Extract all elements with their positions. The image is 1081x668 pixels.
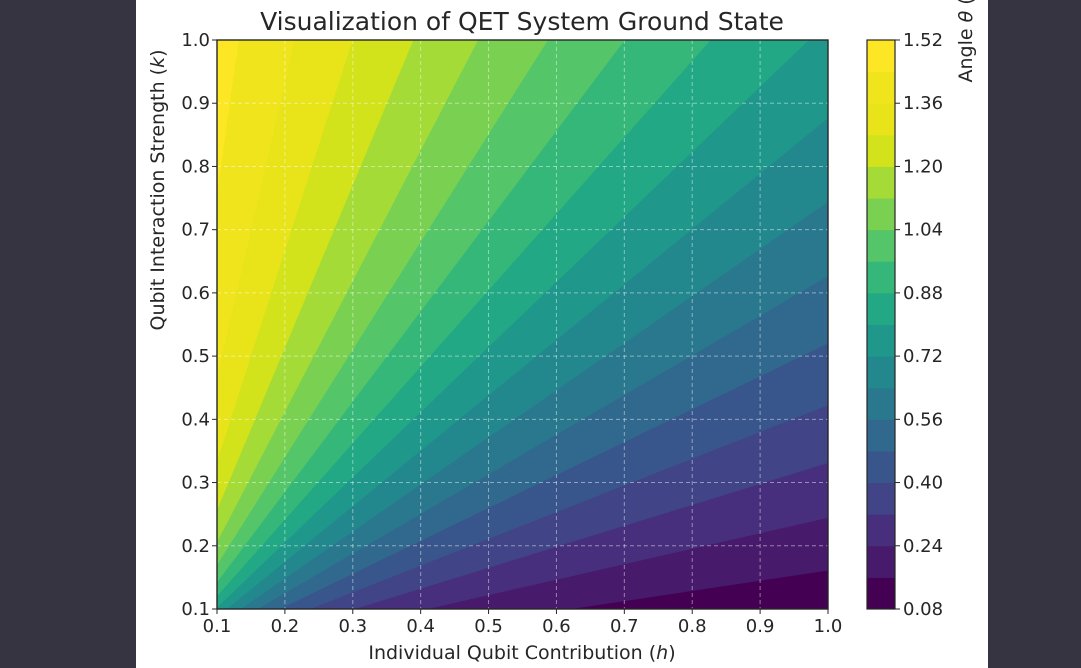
x-axis-label-close: ) bbox=[668, 642, 675, 664]
colorbar-label-text: Angle bbox=[955, 22, 977, 82]
y-axis-ticks: 0.1 0.2 0.3 0.4 0.5 0.6 0.7 0.8 0.9 1.0 bbox=[181, 30, 217, 620]
colorbar-tick-label: 0.88 bbox=[903, 283, 943, 304]
plot-frame bbox=[216, 39, 829, 610]
x-tick-label: 0.5 bbox=[474, 616, 503, 637]
colorbar-tick-label: 0.24 bbox=[903, 536, 943, 557]
x-tick-label: 1.0 bbox=[814, 616, 843, 637]
colorbar-segment bbox=[867, 71, 895, 104]
x-axis-label-var: h bbox=[656, 642, 668, 664]
colorbar-ticks: 0.08 0.24 0.40 0.56 0.72 0.88 1.04 1.20 1.36 1.52 bbox=[895, 30, 943, 620]
x-tick-label: 0.6 bbox=[542, 616, 571, 637]
y-axis-label: Qubit Interaction Strength (k) bbox=[147, 49, 169, 330]
x-axis-label-text: Individual Qubit Contribution ( bbox=[368, 642, 656, 664]
colorbar bbox=[867, 40, 895, 610]
x-tick-label: 0.1 bbox=[203, 616, 232, 637]
x-axis-label: Individual Qubit Contribution (h) bbox=[368, 642, 675, 664]
y-tick-label: 0.3 bbox=[181, 473, 210, 494]
y-axis-label-close: ) bbox=[147, 49, 169, 56]
x-axis-ticks: 0.1 0.2 0.3 0.4 0.5 0.6 0.7 0.8 0.9 1.0 bbox=[203, 609, 843, 637]
figure-panel: Visualization of QET System Ground State… bbox=[136, 0, 988, 668]
colorbar-segment bbox=[867, 229, 895, 262]
chart-title: Visualization of QET System Ground State bbox=[260, 7, 784, 36]
y-tick-label: 0.5 bbox=[181, 346, 210, 367]
x-tick-label: 0.3 bbox=[338, 616, 367, 637]
colorbar-segment bbox=[867, 40, 895, 73]
colorbar-segment bbox=[867, 356, 895, 389]
y-tick-label: 0.4 bbox=[181, 409, 210, 430]
colorbar-label: Angle θ (radians) bbox=[955, 0, 977, 82]
colorbar-segment bbox=[867, 198, 895, 231]
colorbar-segment bbox=[867, 450, 895, 484]
colorbar-tick-label: 1.20 bbox=[903, 156, 943, 177]
colorbar-segment bbox=[867, 134, 895, 167]
colorbar-segment bbox=[867, 514, 895, 547]
colorbar-segment bbox=[867, 324, 895, 357]
y-tick-label: 1.0 bbox=[181, 30, 210, 51]
x-tick-label: 0.9 bbox=[746, 616, 775, 637]
y-axis-label-text: Qubit Interaction Strength ( bbox=[147, 68, 169, 331]
x-tick-label: 0.7 bbox=[610, 616, 639, 637]
colorbar-frame bbox=[866, 39, 896, 610]
colorbar-label-rest: (radians) bbox=[955, 0, 977, 11]
colorbar-segment bbox=[867, 419, 895, 452]
y-axis-label-var: k bbox=[147, 56, 169, 68]
x-tick-label: 0.8 bbox=[678, 616, 707, 637]
contour-bands bbox=[216, 39, 829, 610]
y-tick-label: 0.7 bbox=[181, 220, 210, 241]
colorbar-segment bbox=[867, 292, 895, 325]
colorbar-tick-label: 0.08 bbox=[903, 599, 943, 620]
y-tick-label: 0.6 bbox=[181, 283, 210, 304]
colorbar-segment bbox=[867, 103, 895, 136]
colorbar-label-var: θ bbox=[955, 10, 977, 22]
colorbar-segment bbox=[867, 577, 895, 610]
contour-chart: Visualization of QET System Ground State… bbox=[147, 0, 977, 664]
colorbar-segment bbox=[867, 482, 895, 515]
colorbar-segment bbox=[867, 545, 895, 578]
x-tick-label: 0.2 bbox=[271, 616, 300, 637]
y-tick-label: 0.2 bbox=[181, 536, 210, 557]
colorbar-tick-label: 0.56 bbox=[903, 409, 943, 430]
colorbar-segment bbox=[867, 166, 895, 199]
y-tick-label: 0.1 bbox=[181, 599, 210, 620]
colorbar-tick-label: 0.40 bbox=[903, 473, 943, 494]
x-tick-label: 0.4 bbox=[406, 616, 435, 637]
grid-lines bbox=[217, 40, 828, 609]
colorbar-tick-label: 1.36 bbox=[903, 93, 943, 114]
colorbar-tick-label: 0.72 bbox=[903, 346, 943, 367]
colorbar-tick-label: 1.52 bbox=[903, 30, 943, 51]
colorbar-segment bbox=[867, 387, 895, 420]
y-tick-label: 0.9 bbox=[181, 93, 210, 114]
colorbar-segment bbox=[867, 261, 895, 294]
colorbar-tick-label: 1.04 bbox=[903, 220, 943, 241]
y-tick-label: 0.8 bbox=[181, 156, 210, 177]
